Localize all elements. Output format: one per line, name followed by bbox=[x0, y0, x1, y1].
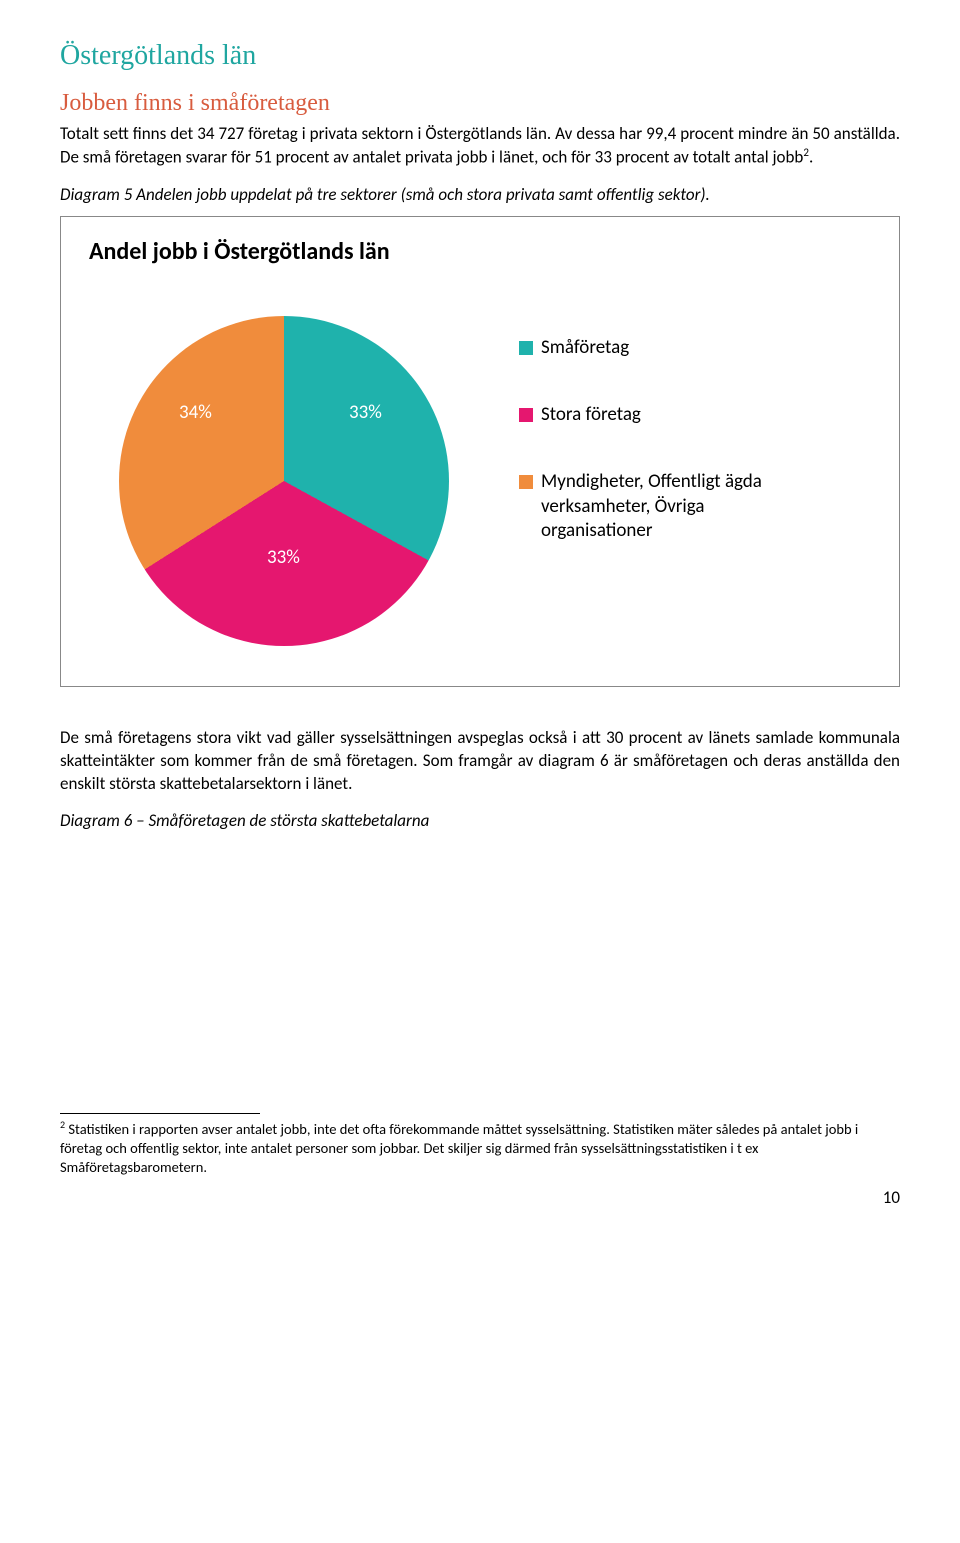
chart-title: Andel jobb i Östergötlands län bbox=[89, 237, 871, 266]
pie-label-34: 34% bbox=[179, 401, 212, 424]
legend-item-myndigheter: Myndigheter, Offentligt ägda verksamhete… bbox=[519, 470, 801, 544]
legend-label: Småföretag bbox=[541, 336, 629, 361]
page-title: Östergötlands län bbox=[60, 40, 900, 72]
pie-label-33-bottom: 33% bbox=[267, 546, 300, 569]
paragraph-1: Totalt sett finns det 34 727 företag i p… bbox=[60, 123, 900, 170]
legend-swatch-icon bbox=[519, 408, 533, 422]
pie-label-33-top: 33% bbox=[349, 401, 382, 424]
legend-swatch-icon bbox=[519, 475, 533, 489]
pie-graphic bbox=[119, 316, 449, 646]
paragraph-1-text-b: . bbox=[809, 147, 813, 168]
footnote-text: Statistiken i rapporten avser antalet jo… bbox=[60, 1120, 858, 1176]
chart-legend: Småföretag Stora företag Myndigheter, Of… bbox=[519, 336, 801, 543]
legend-item-smaforetag: Småföretag bbox=[519, 336, 801, 361]
diagram-5-caption: Diagram 5 Andelen jobb uppdelat på tre s… bbox=[60, 184, 900, 207]
pie-chart-container: Andel jobb i Östergötlands län 34% 33% 3… bbox=[60, 216, 900, 687]
page-number: 10 bbox=[60, 1187, 900, 1208]
legend-item-stora: Stora företag bbox=[519, 403, 801, 428]
footnote-2: 2 Statistiken i rapporten avser antalet … bbox=[60, 1118, 900, 1176]
diagram-6-caption: Diagram 6 – Småföretagen de största skat… bbox=[60, 810, 900, 833]
section-subtitle: Jobben finns i småföretagen bbox=[60, 90, 900, 117]
diagram-6-placeholder bbox=[60, 843, 900, 1113]
footnote-separator bbox=[60, 1113, 260, 1114]
paragraph-1-text-a: Totalt sett finns det 34 727 företag i p… bbox=[60, 123, 900, 168]
legend-swatch-icon bbox=[519, 341, 533, 355]
legend-label: Stora företag bbox=[541, 403, 641, 428]
legend-label: Myndigheter, Offentligt ägda verksamhete… bbox=[541, 470, 801, 544]
paragraph-2: De små företagens stora vikt vad gäller … bbox=[60, 727, 900, 796]
pie-chart: 34% 33% 33% bbox=[119, 316, 449, 646]
